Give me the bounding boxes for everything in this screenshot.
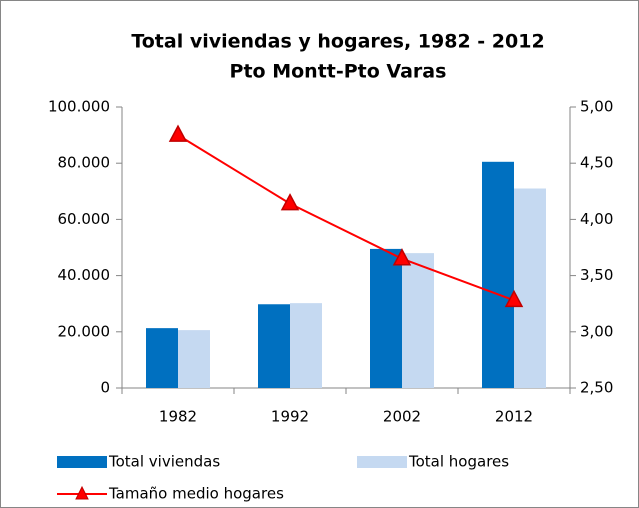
bar [370,248,402,388]
bar [178,330,210,388]
y-tick-label: 80.000 [58,154,111,172]
bar [258,304,290,388]
chart-title: Total viviendas y hogares, 1982 - 2012 [131,31,544,53]
line [177,134,515,302]
chart-subtitle: Pto Montt-Pto Varas [230,61,447,83]
marker [168,124,188,142]
y-tick-label: 40.000 [58,266,111,284]
y-tick-label: 0 [100,379,110,397]
marker [504,289,524,308]
legend-marker [75,485,89,500]
y-tick-label: 60.000 [58,210,111,228]
y2-tick-label: 3,00 [580,322,613,340]
marker [392,248,412,266]
x-tick-label: 2002 [383,408,421,426]
bar [482,161,514,388]
legend-swatch [357,456,407,468]
marker [280,193,300,211]
y2-tick-label: 4,50 [580,154,613,172]
y2-tick-label: 3,50 [580,266,613,284]
x-tick-label: 1992 [271,408,309,426]
x-tick-label: 1982 [159,408,197,426]
bar [514,188,546,388]
y2-tick-label: 4,00 [580,210,613,228]
legend-swatch [57,456,107,468]
bar [146,328,178,388]
legend-label: Tamaño medio hogares [108,485,284,503]
y2-tick-label: 2,50 [580,379,613,397]
bar [402,253,434,388]
y-tick-label: 100.000 [48,98,110,116]
legend-label: Total viviendas [108,453,220,471]
legend-label: Total hogares [408,453,509,471]
y-tick-label: 20.000 [58,322,111,340]
bar [290,303,322,388]
x-tick-label: 2012 [495,408,533,426]
y2-tick-label: 5,00 [580,98,613,116]
